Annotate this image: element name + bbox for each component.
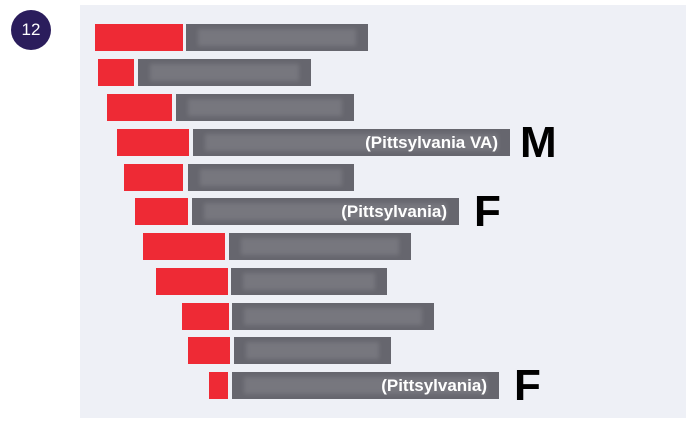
red-bar [209, 372, 228, 399]
red-bar [156, 268, 228, 295]
redacted-bar [234, 337, 391, 364]
row-tag: F [514, 361, 541, 410]
red-bar [107, 94, 172, 121]
red-bar [98, 59, 134, 86]
red-bar [124, 164, 183, 191]
redacted-bar [229, 233, 411, 260]
row-tag: F [474, 187, 501, 236]
redacted-bar [176, 94, 354, 121]
red-bar [182, 303, 229, 330]
row-label: (Pittsylvania) [381, 376, 487, 395]
red-bar [95, 24, 183, 51]
row-label: (Pittsylvania) [341, 202, 447, 221]
red-bar [135, 198, 188, 225]
redacted-bar [188, 164, 354, 191]
row-label: (Pittsylvania VA) [365, 133, 498, 152]
redacted-bar [138, 59, 311, 86]
redacted-bar: (Pittsylvania) [232, 372, 499, 399]
redacted-bar [232, 303, 434, 330]
red-bar [188, 337, 230, 364]
redacted-bar: (Pittsylvania) [192, 198, 459, 225]
slide-number: 12 [11, 10, 51, 50]
redacted-bar [186, 24, 368, 51]
red-bar [117, 129, 189, 156]
redacted-bar [231, 268, 387, 295]
row-tag: M [520, 118, 557, 167]
redacted-bar: (Pittsylvania VA) [193, 129, 510, 156]
red-bar [143, 233, 225, 260]
